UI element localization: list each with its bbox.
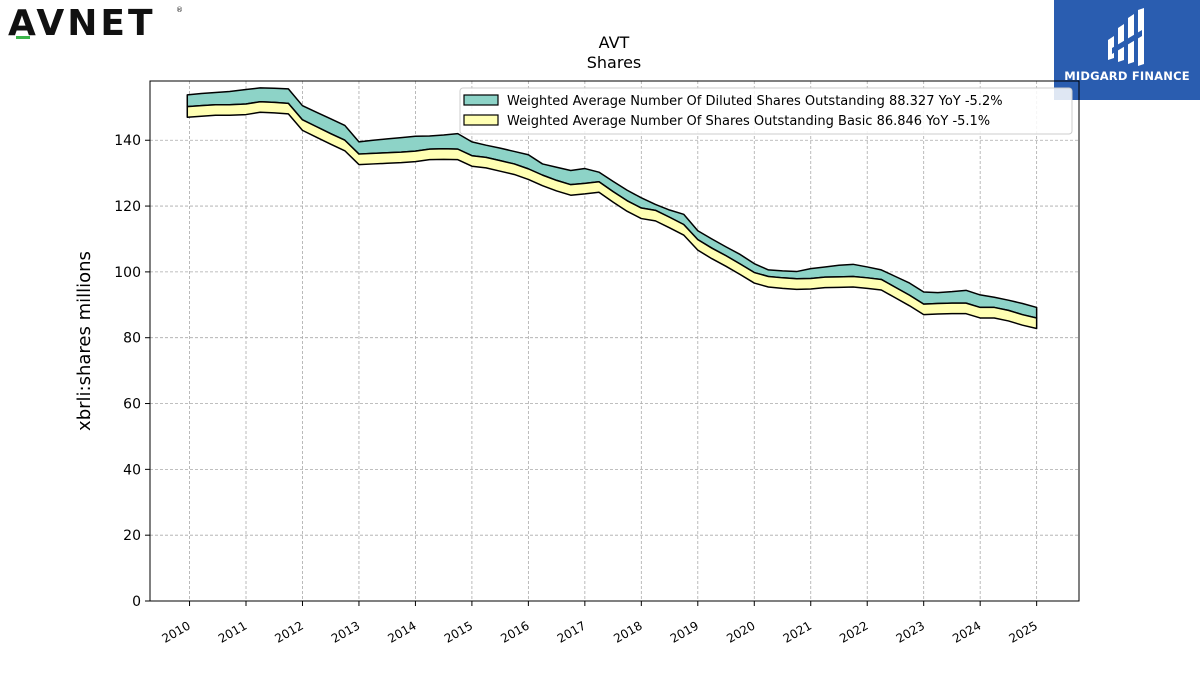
x-tick-label: 2018 — [611, 618, 644, 645]
x-tick-label: 2016 — [498, 618, 531, 645]
x-tick-label: 2024 — [950, 618, 983, 645]
legend-box — [459, 87, 1073, 135]
midgard-finance-logo: MIDGARD FINANCE — [1054, 0, 1200, 100]
x-tick-label: 2017 — [555, 618, 588, 645]
y-tick-label: 100 — [114, 265, 141, 281]
avnet-logo: AVNET ® — [8, 3, 183, 42]
y-tick-label: 20 — [123, 528, 141, 544]
x-tick-label: 2011 — [216, 618, 249, 645]
chart-subtitle: Shares — [587, 53, 642, 72]
y-tick-label: 60 — [123, 397, 141, 413]
avnet-accent-bar — [16, 36, 30, 39]
y-tick-label: 140 — [114, 133, 141, 149]
series-areas — [186, 87, 1038, 330]
midgard-finance-text: MIDGARD FINANCE — [1064, 69, 1190, 83]
legend-label: Weighted Average Number Of Shares Outsta… — [507, 114, 990, 129]
midgard-emblem-icon — [1108, 8, 1144, 66]
x-tick-label: 2014 — [385, 618, 418, 645]
avnet-logo-text: AVNET — [8, 3, 156, 42]
legend: Weighted Average Number Of Diluted Share… — [459, 87, 1073, 135]
y-tick-label: 0 — [132, 594, 141, 610]
x-axis: 2010 2011 2012 2013 2014 2015 2016 2017 2018 2019… — [159, 601, 1040, 646]
registered-mark: ® — [176, 6, 183, 14]
x-tick-label: 2025 — [1007, 618, 1040, 645]
legend-swatch — [463, 94, 499, 106]
chart-title: AVT — [599, 33, 630, 52]
x-tick-label: 2015 — [442, 618, 475, 645]
y-tick-label: 120 — [114, 199, 141, 215]
x-tick-label: 2021 — [781, 618, 814, 645]
basic-shares-area — [186, 100, 1038, 330]
plot-frame — [149, 80, 1080, 602]
x-tick-label: 2012 — [272, 618, 305, 645]
grid-lines — [150, 81, 1079, 601]
legend-label: Weighted Average Number Of Diluted Share… — [507, 94, 1003, 109]
y-tick-label: 40 — [123, 462, 141, 478]
y-axis: 0 20 40 60 80 100 120 140 — [114, 133, 150, 610]
x-tick-label: 2023 — [894, 618, 927, 645]
x-tick-label: 2013 — [329, 618, 362, 645]
x-tick-label: 2019 — [668, 618, 701, 645]
y-axis-label: xbrli:shares millions — [74, 251, 95, 431]
x-tick-label: 2010 — [159, 618, 192, 645]
x-tick-label: 2022 — [837, 618, 870, 645]
y-tick-label: 80 — [123, 331, 141, 347]
legend-swatch — [463, 114, 499, 126]
x-tick-label: 2020 — [724, 618, 757, 645]
